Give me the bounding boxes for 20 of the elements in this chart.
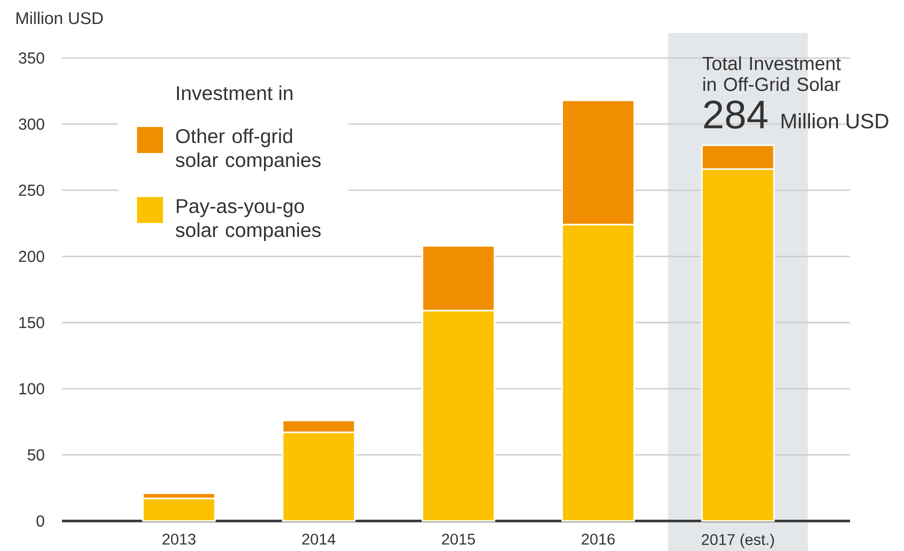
y-tick-label: 50 <box>28 449 44 460</box>
x-tick-label: 2014 <box>302 534 336 545</box>
legend-label: Pay-as-you-go solar companies <box>176 199 321 242</box>
annotation: Million USD <box>782 113 888 129</box>
y-axis-title: Million USD <box>16 12 103 24</box>
y-tick-label: 100 <box>19 383 44 394</box>
x-tick-label: 2016 <box>582 534 615 545</box>
annotation: Total Investment in Off-Grid Solar <box>702 56 841 92</box>
y-tick-label: 200 <box>19 250 44 262</box>
y-tick-label: 250 <box>19 184 44 196</box>
y-tick-label: 300 <box>18 118 44 130</box>
x-tick-label: 2017 (est.) <box>702 534 774 548</box>
legend-label: Other off-grid solar companies <box>176 128 321 172</box>
x-tick-label: 2015 <box>442 534 475 545</box>
y-tick-label: 150 <box>19 316 44 328</box>
legend-title: Investment in <box>177 86 292 100</box>
total-label: 284 <box>704 100 768 129</box>
x-tick-label: 2013 <box>162 534 196 545</box>
y-tick-label: 0 <box>36 515 44 527</box>
y-tick-label: 350 <box>18 52 44 64</box>
